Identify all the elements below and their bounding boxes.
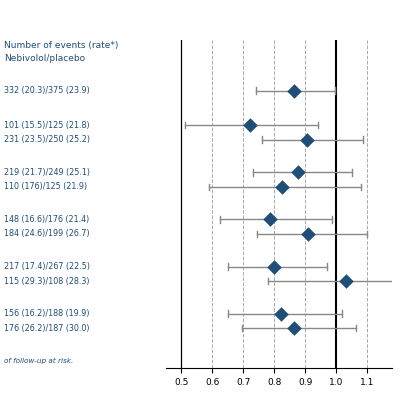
Text: 231 (23.5)/250 (25.2): 231 (23.5)/250 (25.2) xyxy=(4,135,90,144)
Point xyxy=(246,122,253,128)
Text: 115 (29.3)/108 (28.3): 115 (29.3)/108 (28.3) xyxy=(4,276,90,286)
Point xyxy=(305,231,312,237)
Text: of follow-up at risk.: of follow-up at risk. xyxy=(4,358,73,364)
Point xyxy=(342,278,349,284)
Text: 156 (16.2)/188 (19.9): 156 (16.2)/188 (19.9) xyxy=(4,309,90,318)
Text: Nebivolol/placebo: Nebivolol/placebo xyxy=(4,54,85,63)
Text: 101 (15.5)/125 (21.8): 101 (15.5)/125 (21.8) xyxy=(4,121,90,130)
Text: 176 (26.2)/187 (30.0): 176 (26.2)/187 (30.0) xyxy=(4,324,90,333)
Text: 219 (21.7)/249 (25.1): 219 (21.7)/249 (25.1) xyxy=(4,168,90,177)
Text: 110 (176)/125 (21.9): 110 (176)/125 (21.9) xyxy=(4,182,87,191)
Text: Number of events (rate*): Number of events (rate*) xyxy=(4,41,118,50)
Point xyxy=(304,136,310,143)
Point xyxy=(294,169,301,176)
Point xyxy=(279,184,285,190)
Text: 184 (24.6)/199 (26.7): 184 (24.6)/199 (26.7) xyxy=(4,230,90,238)
Text: 217 (17.4)/267 (22.5): 217 (17.4)/267 (22.5) xyxy=(4,262,90,271)
Point xyxy=(277,310,284,317)
Text: 332 (20.3)/375 (23.9): 332 (20.3)/375 (23.9) xyxy=(4,86,90,95)
Text: 148 (16.6)/176 (21.4): 148 (16.6)/176 (21.4) xyxy=(4,215,89,224)
Point xyxy=(266,216,273,223)
Point xyxy=(290,325,297,331)
Point xyxy=(290,88,297,94)
Point xyxy=(271,263,278,270)
